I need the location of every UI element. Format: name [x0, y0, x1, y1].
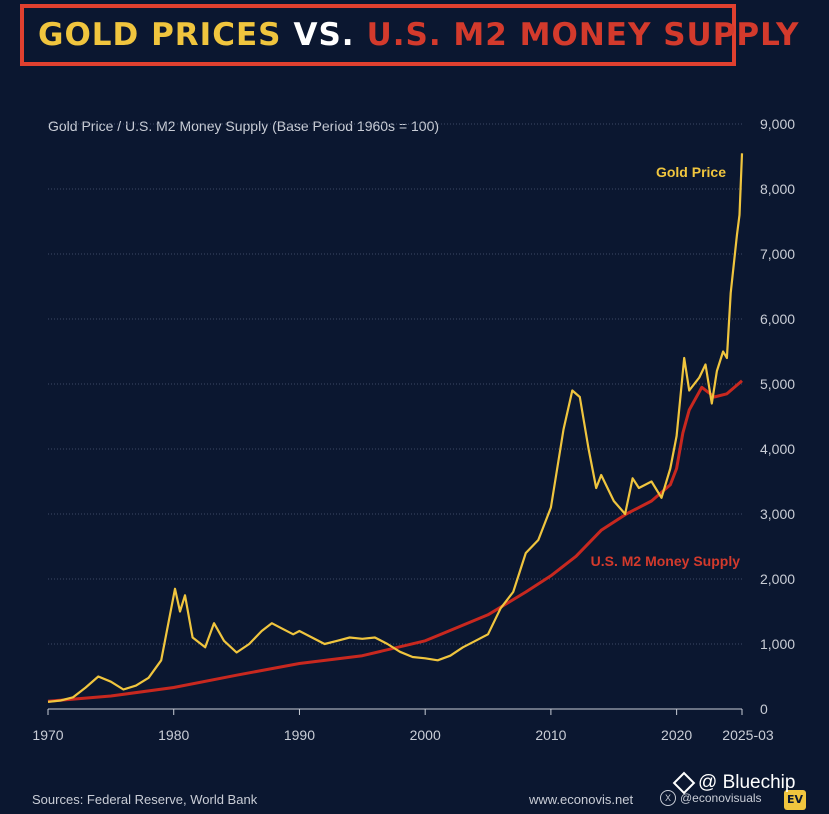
watermark: @ Bluechip	[672, 771, 796, 795]
gold-price-label: Gold Price	[656, 164, 726, 180]
x-tick-label: 2010	[535, 727, 566, 743]
social-handle-text: @econovisuals	[680, 791, 762, 805]
y-tick-label: 5,000	[760, 376, 795, 392]
title-m2-money-supply: U.S. M2 MONEY SUPPLY	[366, 17, 800, 53]
title-gold-prices: GOLD PRICES	[38, 17, 282, 53]
watermark-text: @ Bluechip	[698, 772, 796, 793]
gold-price-line	[47, 153, 744, 703]
y-tick-label: 2,000	[760, 571, 795, 587]
x-tick-label: 1970	[32, 727, 63, 743]
x-logo-icon: X	[660, 790, 676, 806]
series-lines	[47, 153, 744, 703]
m2-money-supply-line	[47, 379, 743, 703]
y-tick-label: 4,000	[760, 441, 795, 457]
y-tick-label: 3,000	[760, 506, 795, 522]
y-tick-label: 8,000	[760, 181, 795, 197]
y-tick-label: 6,000	[760, 311, 795, 327]
x-axis-ticks: 1970 1980 1990 2000 2010 2020 2025-03	[32, 709, 774, 743]
x-tick-label: 2020	[661, 727, 692, 743]
m2-money-supply-label: U.S. M2 Money Supply	[591, 553, 741, 569]
title-vs: VS.	[293, 17, 355, 53]
x-tick-label: 2025-03	[722, 727, 774, 743]
y-tick-label: 1,000	[760, 636, 795, 652]
website-link[interactable]: www.econovis.net	[529, 792, 634, 807]
title-box: GOLD PRICES VS. U.S. M2 MONEY SUPPLY	[20, 4, 799, 66]
y-tick-label: 0	[760, 701, 768, 717]
y-axis-ticks: 0 1,000 2,000 3,000 4,000 5,000 6,000 7,000 8,00…	[760, 116, 795, 717]
series-labels: Gold Price U.S. M2 Money Supply	[591, 164, 741, 569]
x-tick-label: 1980	[158, 727, 189, 743]
source-note: Sources: Federal Reserve, World Bank	[32, 792, 258, 807]
y-tick-label: 7,000	[760, 246, 795, 262]
social-handle[interactable]: X @econovisuals	[660, 790, 762, 806]
grid-lines	[48, 123, 742, 710]
x-tick-label: 1990	[284, 727, 315, 743]
chart-subtitle: Gold Price / U.S. M2 Money Supply (Base …	[48, 118, 439, 134]
y-tick-label: 9,000	[760, 116, 795, 132]
ev-logo: EV	[784, 790, 806, 810]
x-tick-label: 2000	[410, 727, 441, 743]
line-chart: Gold Price / U.S. M2 Money Supply (Base …	[32, 116, 795, 743]
diamond-icon	[672, 771, 696, 795]
